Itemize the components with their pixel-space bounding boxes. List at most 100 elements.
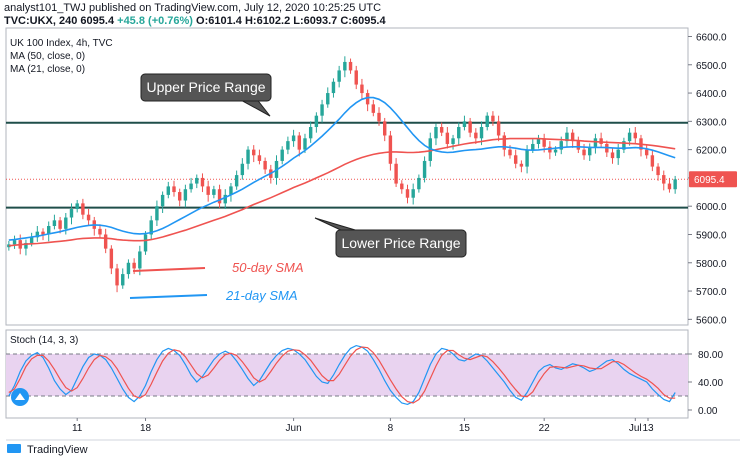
candle-body	[650, 155, 655, 167]
candle-body	[565, 132, 569, 142]
candle-body	[479, 127, 484, 139]
candle-body	[217, 189, 222, 204]
candle-body	[326, 93, 330, 105]
candle-body	[263, 160, 267, 170]
candle-body	[491, 115, 495, 122]
upper-range-callout[interactable]: Upper Price Range	[140, 73, 272, 117]
candle-body	[195, 177, 199, 184]
candle-body	[126, 262, 131, 275]
candle-body	[308, 127, 313, 139]
candle-body	[291, 135, 296, 142]
candle-body	[143, 234, 148, 252]
candle-body	[138, 251, 142, 269]
candle-body	[121, 274, 125, 286]
candle-body	[109, 248, 114, 269]
candle-body	[570, 132, 575, 142]
time-tick-label: 15	[459, 423, 471, 434]
candle-body	[115, 268, 119, 286]
candle-body	[103, 234, 108, 249]
candle-body	[189, 183, 193, 190]
candle-body	[183, 189, 188, 201]
candle-body	[405, 189, 410, 198]
candle-body	[320, 104, 324, 116]
tradingview-logo[interactable]: TradingView	[7, 444, 88, 456]
candle-body	[58, 220, 62, 229]
lower-range-callout[interactable]: Lower Price Range	[314, 217, 467, 258]
candle-body	[377, 112, 381, 122]
price-tick-label: 6500.0	[696, 61, 727, 72]
candle-body	[149, 220, 153, 235]
candle-body	[627, 132, 632, 142]
collapse-icon[interactable]	[11, 388, 29, 406]
candle-body	[508, 149, 512, 156]
candles	[7, 56, 677, 293]
candle-body	[434, 127, 438, 139]
candle-body	[177, 192, 182, 201]
candle-body	[559, 141, 563, 150]
sma21-legend-text: 21-day SMA	[225, 288, 298, 303]
legend-title[interactable]: UK 100 Index, 4h, TVC	[10, 38, 113, 49]
sma21-legend-swatch	[129, 294, 208, 299]
candle-body	[212, 189, 216, 195]
price-tick-label: 5800.0	[696, 259, 727, 270]
candle-body	[160, 194, 165, 207]
candle-body	[29, 237, 34, 243]
main-pane-border	[5, 27, 689, 326]
stoch-d-line	[8, 346, 676, 404]
upper-range-text: Upper Price Range	[146, 79, 265, 95]
stoch-overbought-oversold-band	[6, 354, 688, 396]
legend-ma50[interactable]: MA (50, close, 0)	[10, 51, 85, 62]
time-axis[interactable]: 11 18 Jun 8 15 22 Jul 13	[72, 418, 654, 434]
legend-ma21[interactable]: MA (21, close, 0)	[10, 64, 85, 75]
stoch-tick-label: 0.00	[698, 406, 718, 417]
candle-body	[354, 70, 358, 85]
candle-body	[240, 163, 245, 176]
symbol-ohlc: TVC:UKX, 240 6095.4 +45.8 (+0.76%) O:610…	[4, 15, 386, 27]
price-tick-label: 5600.0	[696, 315, 727, 326]
candle-body	[462, 121, 467, 127]
candle-body	[644, 149, 649, 156]
candle-body	[496, 121, 501, 136]
candle-body	[286, 141, 290, 150]
candle-body	[468, 121, 472, 133]
stoch-tick-label: 40.00	[698, 378, 723, 389]
brand-text: TradingView	[27, 444, 88, 456]
candle-body	[553, 149, 558, 153]
price-tick-label: 6400.0	[696, 89, 727, 100]
candle-body	[365, 93, 370, 105]
candle-body	[35, 231, 40, 238]
publish-line: analyst101_TWJ published on TradingView.…	[4, 2, 382, 14]
candle-body	[485, 115, 489, 127]
candle-body	[451, 138, 455, 144]
candle-body	[348, 61, 353, 71]
candle-body	[303, 138, 307, 150]
candle-body	[422, 160, 427, 178]
candle-body	[246, 149, 250, 164]
candle-body	[582, 149, 586, 156]
candle-body	[337, 70, 341, 82]
candle-body	[576, 141, 581, 150]
candle-body	[24, 242, 28, 249]
candle-body	[457, 127, 461, 139]
stoch-axis[interactable]: 80.00 40.00 0.00	[688, 350, 723, 417]
candle-body	[593, 138, 598, 147]
ma50-line[interactable]	[8, 137, 676, 247]
candle-body	[588, 146, 592, 156]
candle-body	[610, 152, 615, 159]
stoch-legend[interactable]: Stoch (14, 3, 3)	[10, 335, 78, 346]
candle-body	[474, 132, 478, 139]
candle-body	[223, 194, 227, 204]
ma21-line[interactable]	[8, 96, 676, 241]
candle-body	[155, 206, 159, 221]
price-tick-label: 6600.0	[696, 32, 727, 43]
candle-body	[343, 61, 347, 71]
candle-body	[47, 226, 51, 235]
candle-body	[548, 146, 552, 153]
time-tick-label: 8	[388, 423, 394, 434]
price-tick-label: 6300.0	[696, 117, 727, 128]
candle-body	[234, 175, 239, 187]
candle-body	[525, 149, 529, 167]
candle-body	[445, 132, 450, 144]
time-tick-label: Jul	[629, 423, 642, 434]
candle-body	[206, 186, 210, 195]
